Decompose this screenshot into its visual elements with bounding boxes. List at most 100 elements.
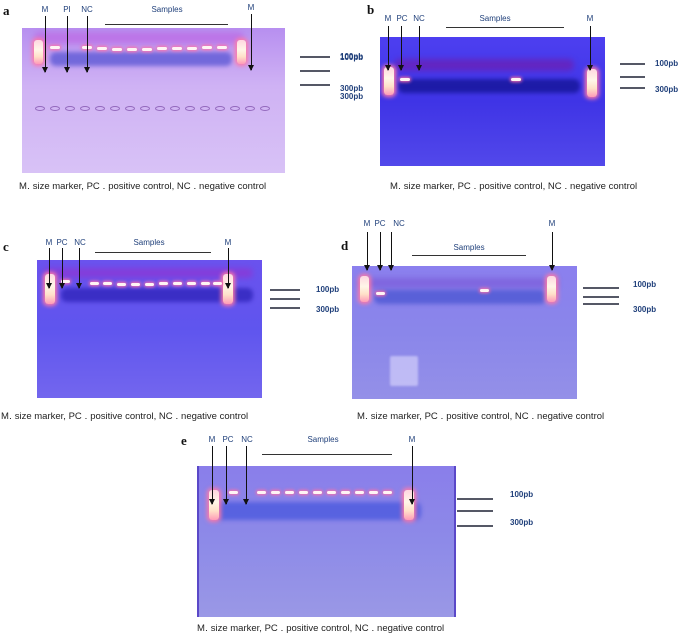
ladder-label-300pb: 300pb	[316, 305, 340, 314]
pcr-band	[187, 282, 196, 285]
gel-smear-band-region	[50, 52, 232, 66]
arrow-down-icon	[385, 26, 391, 71]
ladder-line	[270, 307, 300, 309]
panel-label: a	[3, 3, 10, 18]
figure-caption: M․ size marker, PC ․ positive control, N…	[357, 411, 605, 422]
ladder-label-300pb: 300pb	[510, 518, 534, 527]
ladder-label-100pb: 100pb	[316, 285, 340, 294]
pcr-band-positive-control	[400, 78, 410, 81]
ladder-line	[620, 87, 645, 89]
gel-image	[37, 260, 262, 398]
gel-well	[155, 106, 165, 111]
marker-lane-band	[547, 276, 556, 302]
ladder-line	[457, 498, 493, 500]
gel-smear	[394, 59, 574, 71]
arrow-down-icon	[225, 248, 231, 289]
pcr-band	[103, 282, 112, 285]
lane-label-positive-control: PC	[396, 14, 408, 23]
pcr-band-positive-control	[61, 280, 70, 283]
panel-label: d	[341, 238, 349, 253]
gel-image	[352, 266, 577, 399]
gel-well	[170, 106, 180, 111]
ladder-line	[300, 70, 330, 72]
gel-well	[80, 106, 90, 111]
pcr-band	[217, 46, 227, 49]
arrow-down-icon	[84, 16, 90, 73]
ladder-line	[583, 296, 619, 298]
arrow-down-icon	[398, 26, 404, 71]
pcr-band	[480, 289, 489, 292]
gel-well	[95, 106, 105, 111]
arrow-down-icon	[209, 446, 215, 505]
samples-label: Samples	[479, 14, 511, 23]
lane-label-marker: M	[408, 435, 416, 444]
ladder-label-300pb: 300pb	[655, 85, 679, 94]
pcr-band	[127, 48, 137, 51]
samples-label: Samples	[133, 238, 165, 247]
samples-bracket-line	[105, 24, 228, 25]
marker-lane-band	[223, 274, 233, 304]
gel-well	[140, 106, 150, 111]
lane-label-marker: M	[45, 238, 53, 247]
lane-label-negative-control: NC	[74, 238, 86, 247]
gel-well	[245, 106, 255, 111]
pcr-band	[187, 47, 197, 50]
ladder-line	[457, 510, 493, 512]
arrow-down-icon	[416, 26, 422, 71]
gel-smear-band-region	[61, 288, 253, 302]
figure-caption: M․ size marker, PC ․ positive control, N…	[390, 181, 638, 192]
gel-smear	[43, 268, 253, 278]
arrow-down-icon	[364, 232, 370, 271]
gel-well	[260, 106, 270, 111]
ladder-line	[270, 298, 300, 300]
pcr-band	[355, 491, 364, 494]
marker-lane-band	[360, 276, 369, 302]
figure-caption: M․ size marker, PC ․ positive control, N…	[1, 411, 249, 422]
gel-smear-band-region	[211, 502, 421, 520]
pcr-band	[213, 282, 222, 285]
arrow-down-icon	[59, 248, 65, 289]
lane-label-marker: M	[208, 435, 216, 444]
gel-image	[380, 37, 605, 166]
panel-label: c	[3, 239, 9, 254]
pcr-band	[112, 48, 122, 51]
pcr-band-positive-control	[229, 491, 238, 494]
figure-caption: M․ size marker, PC ․ positive control, N…	[197, 623, 445, 634]
marker-lane-band	[45, 274, 55, 304]
gel-reflection	[390, 356, 418, 386]
lane-label-marker: M	[384, 14, 392, 23]
pcr-band	[201, 282, 210, 285]
ladder-label-300pb: 300pb	[633, 305, 657, 314]
gel-smear-band-region	[398, 79, 580, 93]
lane-label-negative-control: NC	[241, 435, 253, 444]
ladder-label-300pb-cropped: 300pb	[340, 84, 364, 93]
pcr-band	[383, 491, 392, 494]
gel-image	[22, 28, 285, 173]
ladder-line	[583, 303, 619, 305]
pcr-band	[327, 491, 336, 494]
samples-label: Samples	[151, 5, 183, 14]
arrow-down-icon	[76, 248, 82, 289]
pcr-band	[341, 491, 350, 494]
arrow-down-icon	[549, 232, 555, 271]
pcr-band	[202, 46, 212, 49]
samples-bracket-line	[95, 252, 211, 253]
pcr-band	[157, 47, 167, 50]
ladder-label-100pb-cropped: 100pb	[340, 52, 364, 61]
pcr-band	[313, 491, 322, 494]
ladder-line	[620, 76, 645, 78]
pcr-band	[271, 491, 280, 494]
pcr-band	[117, 283, 126, 286]
samples-bracket-line	[412, 255, 526, 256]
figure-caption: M․ size marker, PC ․ positive control, N…	[19, 181, 267, 192]
marker-lane-band	[587, 69, 597, 97]
arrow-down-icon	[377, 232, 383, 271]
pcr-band	[159, 282, 168, 285]
ladder-label-300pb: 300pb	[340, 92, 364, 101]
ladder-line	[270, 289, 300, 291]
pcr-band	[173, 282, 182, 285]
pcr-band	[511, 78, 521, 81]
pcr-band	[369, 491, 378, 494]
ladder-line	[457, 525, 493, 527]
lane-label-positive-control: PC	[222, 435, 234, 444]
